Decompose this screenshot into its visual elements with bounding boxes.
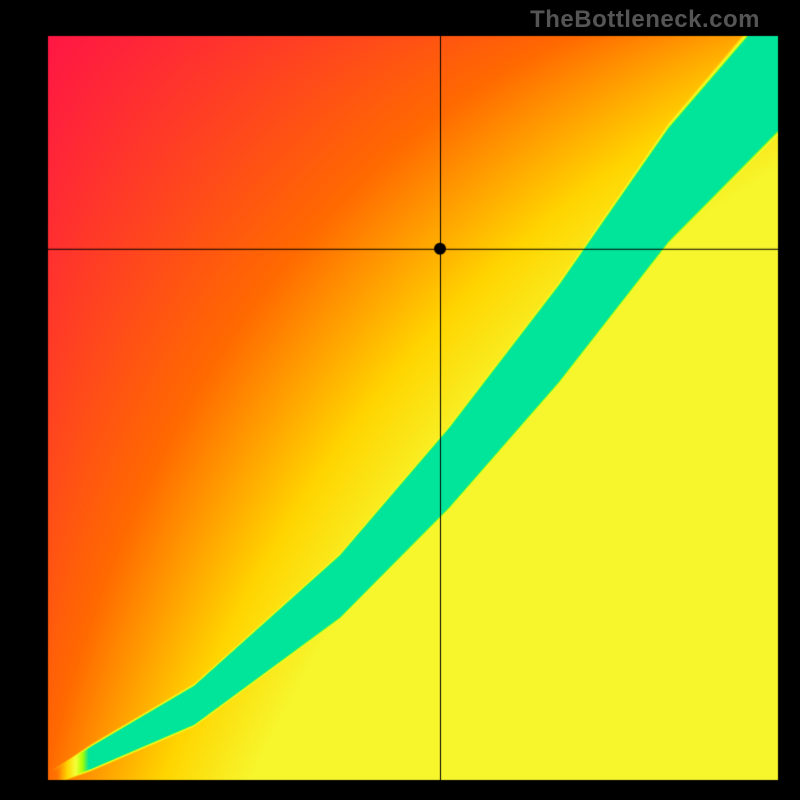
watermark-label: TheBottleneck.com (530, 6, 760, 34)
bottleneck-heatmap (0, 0, 800, 800)
